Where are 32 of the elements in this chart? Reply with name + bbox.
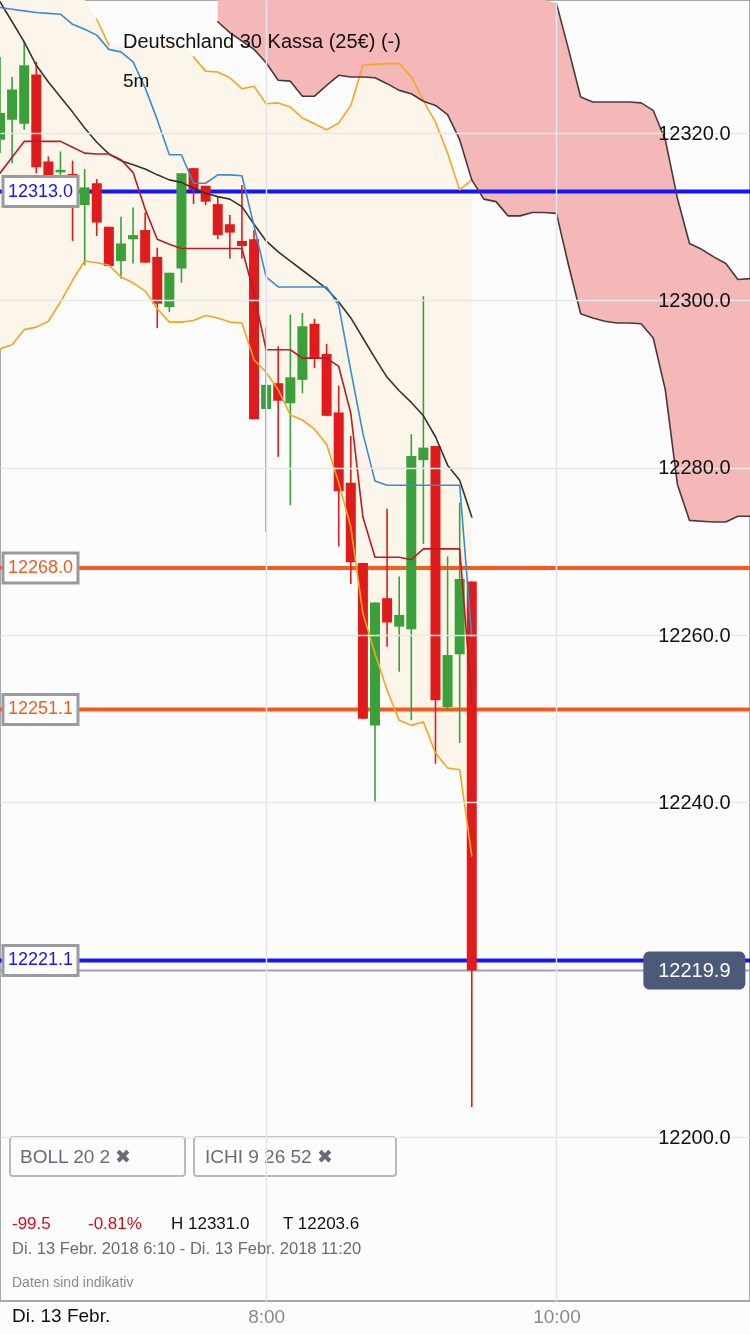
candlestick (236, 184, 247, 260)
line-series (0, 140, 473, 702)
ref-line-label: 12313.0 (7, 180, 74, 201)
candlestick (224, 214, 235, 260)
y-tick-label: 12260.0 (658, 623, 731, 646)
ref-line-label: 12251.1 (7, 698, 74, 719)
line-series (0, 260, 473, 857)
text: Di. 13 Febr. (12, 1305, 111, 1326)
x-tick-label: 10:00 (533, 1305, 581, 1327)
candlestick (128, 206, 139, 265)
annotation: Di. 13 Febr. 2018 6:10 - Di. 13 Febr. 2018 11:20 (12, 1239, 362, 1257)
annotation: 12219.9 (658, 958, 731, 981)
ref-line-label: 12268.0 (7, 557, 74, 578)
line-series (555, 2, 750, 281)
annotation: H 12331.0 (171, 1214, 250, 1233)
annotation: Daten sind indikativ (12, 1274, 134, 1290)
candlestick (394, 575, 405, 673)
candlestick (115, 215, 126, 280)
annotation: BOLL 20 2 ✖ (20, 1146, 132, 1167)
y-tick-label: 12300.0 (658, 288, 731, 311)
annotation: -99.5 (12, 1214, 51, 1233)
y-tick-label: 12200.0 (658, 1125, 731, 1148)
line-series (0, 6, 473, 638)
candlestick (79, 168, 90, 267)
x-tick-label: 8:00 (248, 1305, 286, 1327)
annotation: T 12203.6 (283, 1214, 360, 1233)
annotation: -0.81% (88, 1214, 142, 1233)
ref-line-label: 12221.1 (7, 949, 74, 970)
candlestick (418, 295, 429, 545)
text: Deutschland 30 Kassa (25€) (-) (123, 30, 401, 52)
y-tick-label: 12240.0 (658, 790, 731, 813)
line-series (0, 0, 473, 518)
